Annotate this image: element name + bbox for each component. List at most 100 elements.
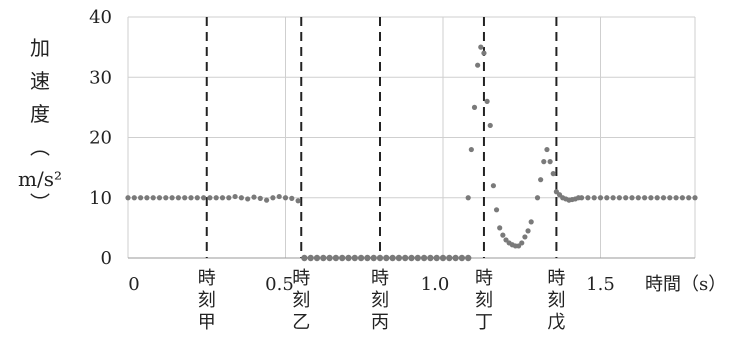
data-point — [201, 195, 207, 201]
data-point — [339, 254, 346, 262]
y-axis-label-char: m/s² — [18, 167, 62, 191]
x-tick-label: 0.5 — [265, 274, 294, 295]
data-point — [245, 196, 251, 202]
data-point — [364, 254, 371, 262]
data-point — [446, 254, 453, 262]
data-point — [289, 195, 295, 201]
data-point — [642, 195, 648, 201]
data-point — [500, 232, 506, 238]
y-tick-label: 10 — [89, 188, 112, 209]
data-point — [188, 195, 194, 201]
data-point — [313, 254, 321, 262]
x-tick-label: 1.5 — [586, 274, 615, 295]
data-point — [351, 254, 358, 262]
time-marker-char: 丙 — [371, 312, 389, 333]
time-marker-char: 刻 — [371, 290, 389, 311]
data-point — [389, 254, 396, 262]
data-point — [219, 195, 226, 201]
time-marker-char: 甲 — [198, 312, 216, 333]
data-point — [125, 195, 131, 201]
data-point — [433, 254, 440, 262]
data-point — [295, 198, 301, 204]
data-point — [276, 193, 282, 200]
data-point — [213, 195, 219, 201]
time-marker-char: 刻 — [475, 290, 493, 311]
data-point — [538, 177, 544, 183]
data-point — [585, 195, 591, 201]
data-point — [465, 195, 471, 201]
data-point — [175, 195, 181, 201]
data-point — [427, 254, 434, 262]
data-point — [131, 195, 137, 201]
time-marker-label: 時刻甲 — [198, 268, 216, 333]
data-point — [207, 195, 213, 201]
time-marker-char: 乙 — [292, 312, 310, 333]
data-point — [481, 50, 487, 56]
data-point — [550, 171, 556, 177]
data-point — [468, 146, 474, 153]
data-point — [629, 195, 635, 201]
data-point — [544, 146, 550, 153]
data-point — [660, 195, 667, 201]
data-point — [579, 195, 585, 201]
y-axis-label-char: ︶ — [30, 191, 50, 215]
y-tick-label: 40 — [89, 7, 112, 28]
data-point — [465, 254, 472, 262]
x-tick-label: 1.0 — [421, 274, 450, 295]
y-tick-label: 0 — [101, 248, 112, 269]
data-point — [138, 195, 144, 201]
x-tick-label: 0 — [128, 274, 139, 295]
data-point — [414, 254, 421, 262]
data-point — [478, 44, 484, 50]
time-marker-char: 刻 — [198, 290, 216, 311]
data-point — [475, 62, 481, 68]
data-point — [497, 225, 503, 231]
data-point — [458, 254, 466, 262]
data-point — [667, 195, 673, 201]
y-axis-label: 加速度 ︵ m/s²︶ — [18, 36, 62, 215]
data-point — [144, 195, 150, 201]
y-axis-label-char: ︵ — [30, 135, 50, 159]
data-point — [194, 195, 200, 201]
data-point — [610, 195, 616, 201]
y-axis-label-char: 度 — [30, 102, 50, 126]
data-point — [264, 197, 270, 203]
data-point — [232, 193, 238, 200]
time-marker-char: 時 — [547, 268, 565, 289]
data-point — [383, 254, 390, 262]
data-point — [270, 195, 276, 201]
data-point — [370, 254, 377, 262]
data-point — [301, 254, 308, 262]
data-point — [326, 254, 333, 262]
data-point — [238, 195, 244, 201]
y-tick-label: 20 — [89, 128, 112, 149]
data-point — [251, 194, 257, 200]
data-point — [395, 254, 403, 262]
time-marker-char: 丁 — [475, 312, 493, 333]
data-point — [623, 195, 629, 201]
y-tick-labels: 0 10 20 30 40 — [89, 7, 112, 269]
data-point — [420, 254, 428, 262]
data-point — [402, 254, 409, 262]
data-point — [471, 104, 478, 110]
data-point — [686, 195, 692, 201]
time-marker-label: 時刻丁 — [475, 268, 493, 333]
data-point — [439, 254, 447, 262]
data-point — [282, 195, 289, 201]
data-point — [616, 195, 623, 201]
data-points — [125, 44, 698, 262]
data-point — [547, 159, 553, 165]
data-point — [320, 254, 327, 262]
y-axis-label-char: 速 — [30, 69, 50, 93]
data-point — [484, 98, 490, 104]
data-point — [408, 254, 415, 262]
x-axis-label: 時間（s） — [645, 274, 726, 295]
data-point — [534, 195, 541, 201]
data-point — [519, 240, 525, 246]
data-point — [541, 159, 547, 165]
y-axis-label-char: 加 — [30, 36, 50, 60]
data-point — [648, 195, 654, 201]
data-point — [493, 207, 500, 213]
y-tick-label: 30 — [89, 67, 112, 88]
data-point — [635, 195, 641, 201]
